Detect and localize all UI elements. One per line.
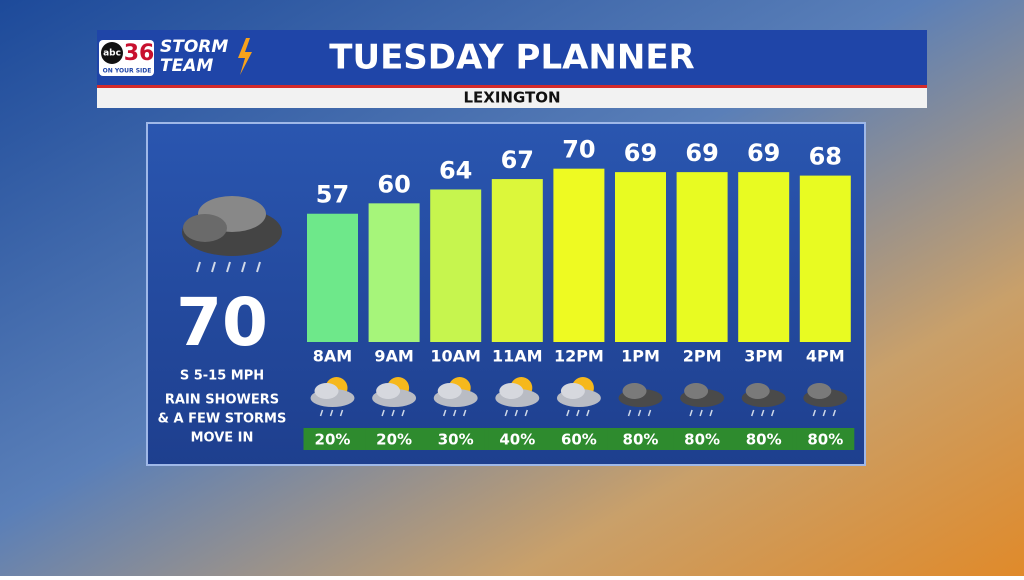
rain (627, 409, 652, 417)
weather-icon (433, 377, 478, 417)
x-tick-label: 8AM (313, 347, 352, 366)
current-icon (182, 196, 282, 273)
header-bar (97, 30, 927, 86)
precip-label: 80% (623, 431, 659, 449)
precip-label: 20% (376, 431, 412, 449)
chart-title: TUESDAY PLANNER (329, 38, 694, 78)
rain (381, 409, 405, 417)
x-tick-label: 4PM (806, 347, 845, 366)
current-temperature: 70 (176, 284, 268, 361)
precip-cell (549, 428, 608, 450)
precip-label: 80% (684, 431, 720, 449)
summary-line: RAIN SHOWERS (165, 393, 279, 408)
weather-icon (680, 383, 725, 417)
x-tick-label: 12PM (554, 347, 604, 366)
bar-value-label: 67 (501, 146, 534, 174)
precip-label: 20% (315, 431, 351, 449)
bar-value-label: 57 (316, 181, 349, 209)
bar (738, 172, 790, 342)
cloud (684, 383, 709, 399)
summary-line: MOVE IN (191, 431, 254, 446)
bar-value-label: 68 (809, 143, 842, 171)
subtitle-bar (97, 88, 927, 108)
rain (689, 409, 713, 417)
weather-icon (618, 383, 663, 417)
team-line1: STORM (160, 37, 228, 57)
x-tick-label: 10AM (430, 347, 481, 366)
bar-value-label: 69 (685, 139, 718, 167)
cloud (376, 383, 401, 399)
bar (799, 175, 851, 342)
bar (368, 203, 420, 342)
rain (566, 409, 590, 417)
header-stripe (97, 85, 927, 88)
logo-circle (101, 42, 123, 64)
cloud (437, 383, 462, 399)
rain (812, 409, 837, 417)
precip-cell (611, 428, 670, 450)
logo-station: abc (103, 49, 121, 59)
bar-value-label: 60 (377, 170, 410, 198)
precip-cell (365, 428, 424, 450)
precip-label: 80% (746, 431, 782, 449)
x-tick-label: 11AM (492, 347, 543, 366)
weather-icon (495, 377, 540, 417)
bar (615, 172, 666, 342)
precip-label: 80% (807, 431, 843, 449)
precip-label: 40% (499, 431, 535, 449)
bar-value-label: 69 (747, 139, 780, 167)
summary-line: & A FEW STORMS (158, 412, 287, 427)
logo-number: 36 (124, 41, 155, 66)
bar-value-label: 64 (439, 156, 472, 184)
precip-label: 30% (438, 431, 474, 449)
bar (553, 168, 605, 342)
cloud (560, 383, 585, 399)
x-tick-label: 3PM (744, 347, 783, 366)
rain (319, 409, 344, 417)
team-line2: TEAM (160, 56, 213, 76)
precip-cell (673, 428, 732, 450)
weather-icon (372, 377, 417, 417)
weather-icon (310, 377, 355, 417)
bar-value-label: 70 (562, 136, 595, 164)
cloud (622, 383, 647, 399)
weather-icon (741, 383, 786, 417)
chart-subtitle: LEXINGTON (463, 89, 560, 107)
bar (676, 172, 728, 342)
logo-tagline: ON YOUR SIDE (103, 68, 152, 75)
precip-cell (796, 428, 855, 450)
x-tick-label: 9AM (374, 347, 413, 366)
cloud (314, 383, 339, 399)
weather-icon (803, 383, 848, 417)
precip-cell (734, 428, 793, 450)
bar-value-label: 69 (624, 139, 657, 167)
rain (504, 409, 529, 417)
x-tick-label: 2PM (683, 347, 722, 366)
x-tick-label: 1PM (621, 347, 660, 366)
precip-cell (303, 428, 362, 450)
precip-label: 60% (561, 431, 597, 449)
cloud (807, 383, 832, 399)
weather-icon (556, 377, 601, 417)
cloud (499, 383, 524, 399)
wind: S 5-15 MPH (180, 369, 264, 384)
precip-cell (488, 428, 547, 450)
bar (430, 189, 482, 342)
rain (750, 409, 775, 417)
bar (307, 213, 358, 342)
precip-cell (426, 428, 485, 450)
cloud (745, 383, 770, 399)
bolt-icon (238, 38, 252, 75)
rain (442, 409, 467, 417)
bar (491, 179, 543, 342)
